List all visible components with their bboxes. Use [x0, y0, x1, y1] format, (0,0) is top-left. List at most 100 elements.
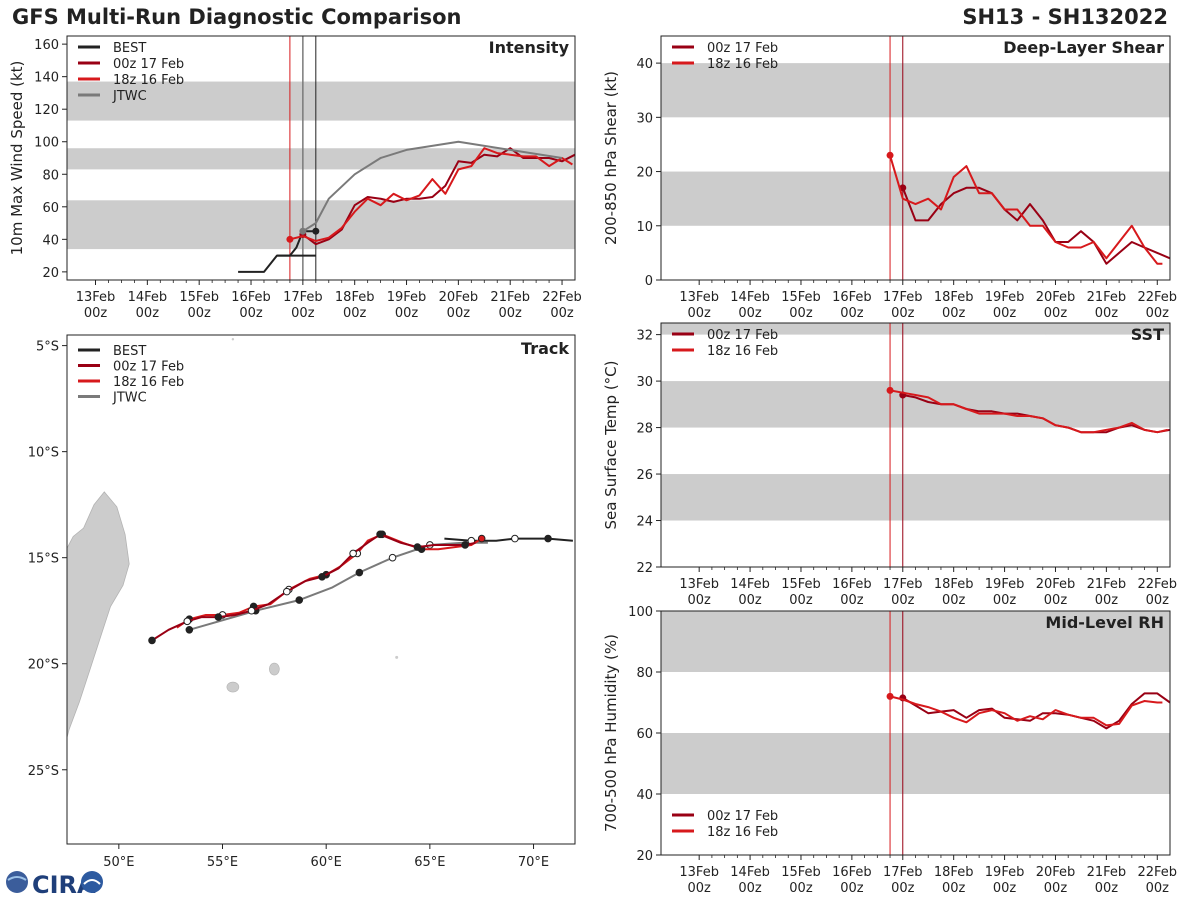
- x-tick-label-hour: 00z: [239, 306, 263, 321]
- x-tick-label-day: 15Feb: [781, 577, 821, 592]
- y-tick-label: 26: [636, 468, 653, 483]
- series-line-00z-17-feb: [902, 692, 1170, 730]
- x-tick-label-hour: 00z: [550, 306, 574, 321]
- x-tick-label-day: 21Feb: [1087, 865, 1127, 880]
- y-tick-label: 20: [636, 166, 653, 181]
- axes-frame: [660, 322, 1171, 568]
- x-tick-label-hour: 00z: [187, 306, 211, 321]
- x-tick-label-hour: 00z: [1044, 881, 1068, 896]
- track-marker-filled: [477, 534, 486, 543]
- y-tick-label: 40: [42, 233, 59, 248]
- x-tick-label-hour: 00z: [942, 306, 966, 321]
- y-tick-label: 40: [636, 788, 653, 803]
- category-band: [661, 171, 1170, 226]
- x-tick-label-hour: 00z: [840, 881, 864, 896]
- y-tick-label: 30: [636, 375, 653, 390]
- category-band: [661, 323, 1170, 335]
- x-tick-label-hour: 00z: [840, 306, 864, 321]
- legend-label: BEST: [113, 344, 146, 359]
- y-tick-label: 160: [34, 38, 59, 53]
- panel-title: Track: [521, 339, 569, 358]
- track-marker-filled: [318, 572, 326, 581]
- x-tick-label-day: 17Feb: [883, 865, 923, 880]
- x-tick-label-day: 15Feb: [781, 865, 821, 880]
- series-line-best_recent: [276, 230, 316, 257]
- series-line-18z-16-feb: [889, 389, 1168, 434]
- x-tick-label-hour: 00z: [291, 306, 315, 321]
- y-tick-label: 20: [636, 849, 653, 864]
- land-layer: [67, 338, 399, 740]
- series-line-18z-16-feb: [889, 155, 1163, 265]
- x-tick-label: 65°E: [414, 855, 445, 870]
- category-band: [661, 381, 1170, 428]
- panel-title: Deep-Layer Shear: [1003, 38, 1164, 57]
- panel-intensity: 2040608010012014016013Feb00z14Feb00z15Fe…: [8, 35, 582, 321]
- panel-track: 50°E 55°E 60°E 65°E 70°E 5°S 10°S 15°S 20°S 25°S T…: [28, 334, 576, 870]
- x-tick-label-day: 15Feb: [179, 290, 219, 305]
- track-marker-filled: [355, 568, 364, 577]
- x-tick-label-day: 13Feb: [679, 577, 719, 592]
- legend-label: JTWC: [112, 391, 147, 406]
- legend-label: 18z 16 Feb: [707, 344, 778, 359]
- x-tick-label-hour: 00z: [789, 881, 813, 896]
- y-tick-label: 60: [42, 201, 59, 216]
- legend-label: 00z 17 Feb: [113, 360, 184, 375]
- panel-sst: 22242628303213Feb00z14Feb00z15Feb00z16Fe…: [602, 322, 1177, 608]
- x-tick-label-hour: 00z: [738, 881, 762, 896]
- x-tick-label-day: 22Feb: [1137, 865, 1177, 880]
- x-tick-label-hour: 00z: [1095, 306, 1119, 321]
- category-band: [661, 733, 1170, 794]
- y-tick-label: 120: [34, 103, 59, 118]
- x-tick-label-day: 18Feb: [934, 290, 974, 305]
- x-tick-label-day: 13Feb: [679, 865, 719, 880]
- x-tick-label-day: 14Feb: [128, 290, 168, 305]
- x-tick-label-hour: 00z: [687, 881, 711, 896]
- y-tick-label: 100: [34, 136, 59, 151]
- x-tick-label-hour: 00z: [1146, 881, 1170, 896]
- y-tick-label: 140: [34, 71, 59, 86]
- x-tick-label-day: 17Feb: [883, 290, 923, 305]
- logo-swoosh-icon: [7, 876, 27, 881]
- y-axis-label: 10m Max Wind Speed (kt): [8, 61, 26, 256]
- mauritius-island: [269, 662, 280, 676]
- y-tick-label: 15°S: [28, 552, 59, 567]
- x-tick-label-day: 14Feb: [730, 577, 770, 592]
- legend-label: 18z 16 Feb: [707, 825, 778, 840]
- x-tick-label-day: 22Feb: [542, 290, 582, 305]
- y-tick-label: 100: [628, 605, 653, 620]
- x-tick-label-hour: 00z: [1146, 306, 1170, 321]
- x-tick-label: 70°E: [518, 855, 549, 870]
- y-tick-label: 30: [636, 111, 653, 126]
- x-tick-label-hour: 00z: [891, 881, 915, 896]
- x-tick-label-day: 19Feb: [985, 577, 1025, 592]
- x-tick-label-day: 16Feb: [832, 577, 872, 592]
- x-tick-label-day: 16Feb: [832, 290, 872, 305]
- track-marker-filled: [413, 543, 422, 551]
- y-tick-label: 60: [636, 727, 653, 742]
- x-tick-label-hour: 00z: [687, 306, 711, 321]
- track-line-jtwc: [189, 541, 488, 631]
- track-marker-filled: [185, 625, 194, 634]
- legend-label: 18z 16 Feb: [113, 73, 184, 88]
- y-tick-label: 20: [42, 266, 59, 281]
- legend-label: 18z 16 Feb: [707, 57, 778, 72]
- x-tick-label-hour: 00z: [1044, 593, 1068, 608]
- seychelles-island: [231, 338, 235, 341]
- track-line-best: [444, 537, 573, 542]
- y-tick-label: 25°S: [28, 764, 59, 779]
- y-tick-label: 10°S: [28, 446, 59, 461]
- reunion-island: [226, 681, 240, 693]
- logo-seal-wave-icon: [83, 879, 101, 885]
- series-line-jtwc: [302, 140, 563, 233]
- y-tick-label: 22: [636, 561, 653, 576]
- x-tick-label-hour: 00z: [789, 306, 813, 321]
- x-tick-label-hour: 00z: [891, 593, 915, 608]
- x-tick-label-hour: 00z: [1044, 306, 1068, 321]
- x-tick-label-day: 19Feb: [985, 865, 1025, 880]
- y-tick-label: 28: [636, 422, 653, 437]
- category-band: [67, 148, 575, 170]
- track-marker-filled: [461, 541, 469, 549]
- series-start-marker: [886, 386, 894, 394]
